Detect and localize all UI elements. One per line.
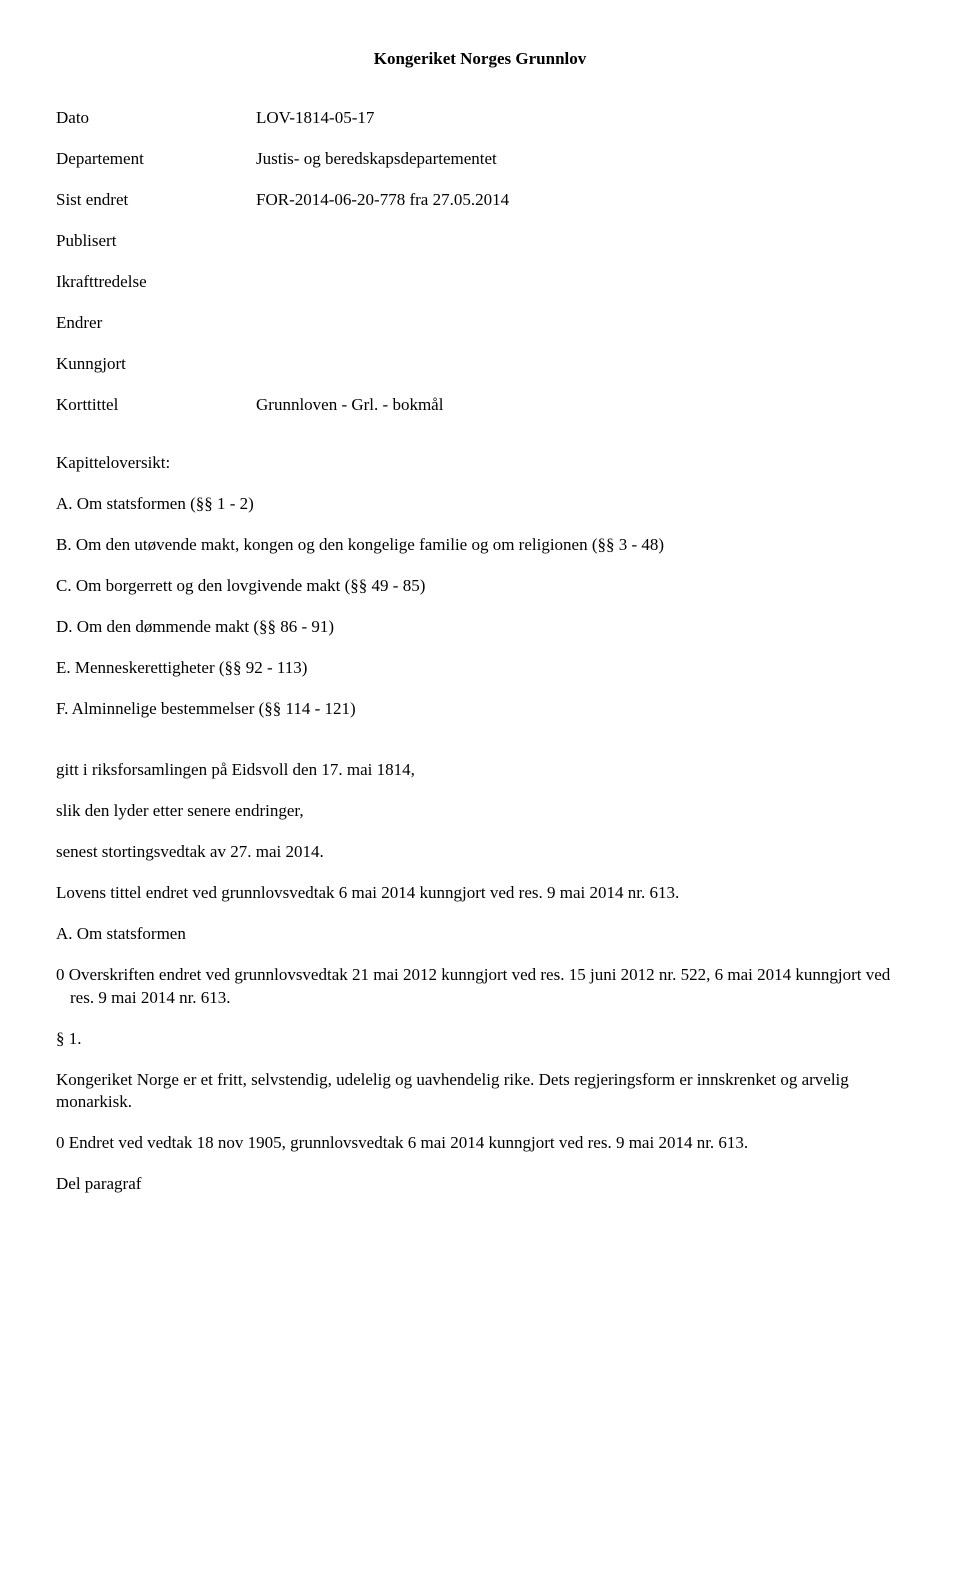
meta-label: Sist endret [56,189,256,212]
paragraph-note: 0 Endret ved vedtak 18 nov 1905, grunnlo… [56,1132,904,1155]
toc-item: B. Om den utøvende makt, kongen og den k… [56,534,904,557]
meta-row-sist-endret: Sist endret FOR-2014-06-20-778 fra 27.05… [56,189,904,212]
meta-row-departement: Departement Justis- og beredskapsdeparte… [56,148,904,171]
meta-label-endrer: Endrer [56,312,904,335]
meta-label-ikrafttredelse: Ikrafttredelse [56,271,904,294]
del-paragraf: ​Del paragraf [56,1173,904,1196]
meta-value: Justis- og beredskapsdepartementet [256,148,904,171]
meta-label: Departement [56,148,256,171]
title-change-note: Lovens tittel endret ved grunnlovsvedtak… [56,882,904,905]
meta-label-publisert: Publisert [56,230,904,253]
meta-value: FOR-2014-06-20-778 fra 27.05.2014 [256,189,904,212]
preamble-line: senest stortingsvedtak av 27. mai 2014. [56,841,904,864]
document-title: Kongeriket Norges Grunnlov [56,48,904,71]
metadata-table: Dato LOV-1814-05-17 Departement Justis- … [56,107,904,417]
meta-value: Grunnloven - Grl. - bokmål [256,394,904,417]
meta-label-kunngjort: Kunngjort [56,353,904,376]
meta-label: Dato [56,107,256,130]
toc-item: C. Om borgerrett og den lovgivende makt … [56,575,904,598]
preamble-line: gitt i riksforsamlingen på Eidsvoll den … [56,759,904,782]
section-note: 0 Overskriften endret ved grunnlovsvedta… [56,964,904,1010]
meta-value: LOV-1814-05-17 [256,107,904,130]
toc-item: D. Om den dømmende makt (§§ 86 - 91) [56,616,904,639]
section-heading-a: A. Om statsformen [56,923,904,946]
meta-row-dato: Dato LOV-1814-05-17 [56,107,904,130]
paragraph-text: Kongeriket Norge er et fritt, selvstendi… [56,1069,904,1115]
paragraph-heading: § 1. [56,1028,904,1051]
toc-item: F. Alminnelige bestemmelser (§§ 114 - 12… [56,698,904,721]
preamble-line: slik den lyder etter senere endringer, [56,800,904,823]
toc-item: E. Menneskerettigheter (§§ 92 - 113) [56,657,904,680]
toc-item: A. Om statsformen (§§ 1 - 2) [56,493,904,516]
toc-heading: Kapitteloversikt: [56,452,904,475]
meta-label: Korttittel [56,394,256,417]
meta-row-korttittel: Korttittel Grunnloven - Grl. - bokmål [56,394,904,417]
